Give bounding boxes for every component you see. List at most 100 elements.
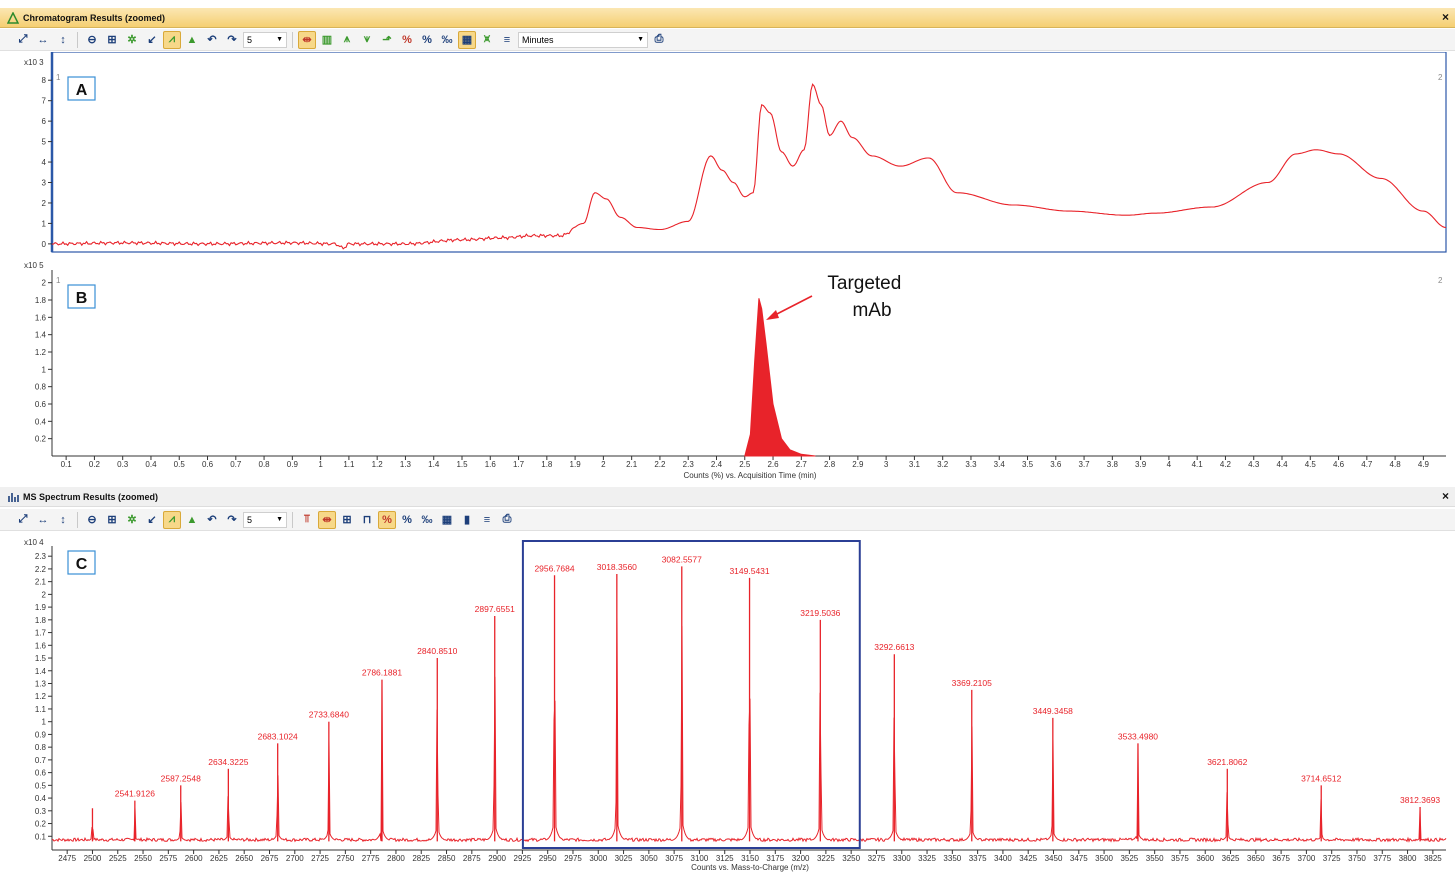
panel-c-multiplier: x10 4 xyxy=(24,538,44,547)
print-icon[interactable]: ⎙ xyxy=(502,513,512,525)
percent-icon[interactable]: % xyxy=(402,513,412,526)
x-tick-label: 2925 xyxy=(514,854,532,863)
link-icon[interactable]: ⬏ xyxy=(382,34,392,46)
deconvolute-icon[interactable]: ⊞ xyxy=(342,514,352,526)
x-tick-label: 3575 xyxy=(1171,854,1189,863)
bar-view-icon[interactable]: ▮ xyxy=(463,514,471,526)
zoom-out-icon[interactable]: ⊖ xyxy=(87,34,97,46)
panel-a-trace xyxy=(51,83,1447,250)
select-peak-icon[interactable]: ↙ xyxy=(147,34,157,46)
peak-label: 3449.3458 xyxy=(1033,706,1073,716)
panel-b-axes: 0.2 0.4 0.6 0.8 1 1.2 1.4 1.6 1.8 2 0.1 0.2 0.3 0.4 0.… xyxy=(35,279,1430,469)
autoscale-y-icon[interactable]: ↕ xyxy=(60,513,66,526)
peak-list-icon[interactable]: ⫪ xyxy=(303,513,311,525)
peak-label-2-icon[interactable]: ⩛ xyxy=(363,33,371,45)
y-tick-label: 1.4 xyxy=(35,331,47,340)
peak-fill-icon[interactable]: ▲ xyxy=(186,33,198,46)
integrate-icon[interactable]: ⩘ xyxy=(163,510,181,529)
chromatogram-toolbar: ⤢ ↔ ↕ ⊖ ⊞ ✲ ↙ ⩘ ▲ ↶ ↷ 5 ▼ ⇹ ▥ ⩚ ⩛ ⬏ % % … xyxy=(0,29,1455,51)
x-tick-label: 3725 xyxy=(1323,854,1341,863)
mask-icon[interactable]: ▦ xyxy=(441,514,453,526)
history-count-select[interactable]: 5 ▼ xyxy=(243,31,287,48)
close-spectrum-button[interactable]: × xyxy=(1441,489,1449,503)
centroid-icon[interactable]: ⊓ xyxy=(362,514,372,526)
overlay-icon[interactable]: ⇹ xyxy=(298,30,316,49)
overlay-icon[interactable]: ⇹ xyxy=(318,510,336,529)
spectrum-titlebar: MS Spectrum Results (zoomed) × xyxy=(0,487,1455,507)
x-tick-label: 4.7 xyxy=(1361,460,1373,469)
peak-label: 2587.2548 xyxy=(161,773,201,783)
y-tick-label: 1.8 xyxy=(35,616,47,625)
x-tick-label: 2.8 xyxy=(824,460,836,469)
autoscale-x-icon[interactable]: ↔ xyxy=(37,513,49,526)
x-tick-label: 4.4 xyxy=(1276,460,1288,469)
y-tick-label: 0.7 xyxy=(35,756,47,765)
redo-icon[interactable]: ↷ xyxy=(227,34,237,46)
redo-icon[interactable]: ↷ xyxy=(227,514,237,526)
mask-icon[interactable]: ▦ xyxy=(458,30,476,49)
peak-label: 3219.5036 xyxy=(800,608,840,618)
panel-a-corner-right: 2 xyxy=(1438,73,1443,82)
x-tick-label: 2675 xyxy=(261,854,279,863)
undo-icon[interactable]: ↶ xyxy=(207,34,217,46)
zoom-out-icon[interactable]: ⊖ xyxy=(87,514,97,526)
x-tick-label: 3325 xyxy=(918,854,936,863)
history-count-select[interactable]: 5 ▼ xyxy=(243,511,287,528)
normalize-percent-icon[interactable]: % xyxy=(378,510,396,529)
fit-vertical-icon[interactable]: ⊞ xyxy=(107,514,117,526)
x-tick-label: 0.6 xyxy=(202,460,214,469)
x-tick-label: 3000 xyxy=(589,854,607,863)
x-tick-label: 3.6 xyxy=(1050,460,1062,469)
toolbar-divider xyxy=(77,31,78,48)
x-tick-label: 2550 xyxy=(134,854,152,863)
x-tick-label: 3050 xyxy=(640,854,658,863)
x-tick-label: 0.4 xyxy=(145,460,157,469)
y-tick-label: 7 xyxy=(42,97,47,106)
panel-a-label: A xyxy=(76,82,88,99)
peak-fill-icon[interactable]: ▲ xyxy=(186,513,198,526)
peak-label: 2786.1881 xyxy=(362,668,402,678)
x-tick-label: 3025 xyxy=(615,854,633,863)
x-tick-label: 2725 xyxy=(311,854,329,863)
time-units-select[interactable]: Minutes ▼ xyxy=(518,31,648,48)
x-tick-label: 4.1 xyxy=(1192,460,1204,469)
units-icon[interactable]: ≡ xyxy=(483,513,491,526)
x-tick-label: 4.2 xyxy=(1220,460,1232,469)
y-tick-label: 3 xyxy=(42,179,47,188)
close-chromatogram-button[interactable]: × xyxy=(1441,10,1449,24)
percent-range-icon[interactable]: ‰ xyxy=(441,33,453,46)
y-tick-label: 2 xyxy=(42,279,47,288)
y-tick-label: 1.3 xyxy=(35,679,47,688)
baseline-icon[interactable]: ⩙ xyxy=(483,33,491,45)
fit-vertical-icon[interactable]: ⊞ xyxy=(107,34,117,46)
peak-label-icon[interactable]: ⩚ xyxy=(343,33,351,45)
x-tick-label: 3800 xyxy=(1399,854,1417,863)
x-tick-label: 0.2 xyxy=(89,460,101,469)
peak-pick-icon[interactable]: ✲ xyxy=(127,514,137,526)
integrate-icon[interactable]: ⩘ xyxy=(163,30,181,49)
percent-range-icon[interactable]: ‰ xyxy=(421,513,433,526)
autoscale-icon[interactable]: ⤢ xyxy=(18,33,28,45)
select-peak-icon[interactable]: ↙ xyxy=(147,514,157,526)
x-tick-label: 3400 xyxy=(994,854,1012,863)
x-tick-label: 3.7 xyxy=(1079,460,1091,469)
x-tick-label: 4.9 xyxy=(1418,460,1430,469)
x-tick-label: 4.5 xyxy=(1305,460,1317,469)
autoscale-x-icon[interactable]: ↔ xyxy=(37,33,49,46)
autoscale-y-icon[interactable]: ↕ xyxy=(60,33,66,46)
normalize-percent-icon[interactable]: % xyxy=(402,33,412,46)
peak-pick-icon[interactable]: ✲ xyxy=(127,34,137,46)
peak-label: 3533.4980 xyxy=(1118,731,1158,741)
x-tick-label: 2.1 xyxy=(626,460,638,469)
x-tick-label: 1.3 xyxy=(400,460,412,469)
units-icon[interactable]: ≡ xyxy=(503,33,511,46)
stack-icon[interactable]: ▥ xyxy=(321,34,333,46)
undo-icon[interactable]: ↶ xyxy=(207,514,217,526)
y-tick-label: 2.2 xyxy=(35,565,47,574)
targeted-mab-annotation-line-2: mAb xyxy=(852,300,891,321)
autoscale-icon[interactable]: ⤢ xyxy=(18,513,28,525)
x-tick-label: 1.8 xyxy=(541,460,553,469)
chevron-down-icon: ▼ xyxy=(276,36,283,43)
print-icon[interactable]: ⎙ xyxy=(654,33,664,45)
percent-icon[interactable]: % xyxy=(422,33,432,46)
